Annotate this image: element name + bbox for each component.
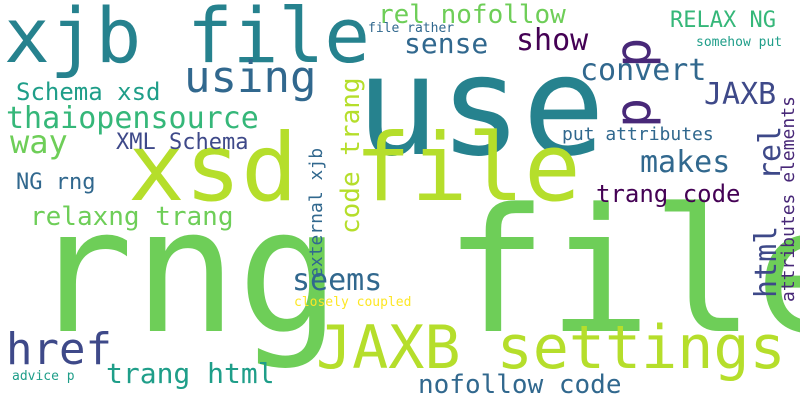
word-using: using xyxy=(184,52,317,103)
word-href: href xyxy=(6,324,112,375)
word-code-trang: code trang xyxy=(336,77,366,234)
word-somehow-put: somehow put xyxy=(696,35,783,50)
word-seems: seems xyxy=(292,263,383,298)
word-file-rather: file rather xyxy=(368,21,455,36)
word-schema-xsd: Schema xsd xyxy=(16,78,161,106)
word-trang-html: trang html xyxy=(106,357,275,390)
word-xml-schema: XML Schema xyxy=(116,130,249,155)
word-put-attributes: put attributes xyxy=(562,124,714,145)
word-external-xjb: external xjb xyxy=(306,147,327,278)
word-xsd-file: xsd file xyxy=(128,114,581,223)
word-convert: convert xyxy=(580,53,707,88)
word-sense: sense xyxy=(404,27,489,60)
word-ng-rng: NG rng xyxy=(16,170,96,195)
word-jaxb-settings: JAXB settings xyxy=(316,313,786,383)
word-relaxng-trang: relaxng trang xyxy=(30,202,234,232)
word-thaiopensource: thaiopensource xyxy=(6,101,259,136)
word-advice-p: advice p xyxy=(12,369,75,384)
word-xjb-file: xjb file xyxy=(4,0,371,80)
word-relax-ng: RELAX NG xyxy=(670,8,776,33)
word-show: show xyxy=(516,23,589,58)
word-rng-file: rng file xyxy=(30,171,800,372)
word-attributes-elements: attributes elements xyxy=(778,96,799,302)
word-way: way xyxy=(10,123,68,161)
word-rel-nofollow: rel nofollow xyxy=(378,0,566,30)
word-makes: makes xyxy=(640,145,731,180)
word-closely-coupled: closely coupled xyxy=(294,295,412,310)
word-jaxb: JAXB xyxy=(704,77,777,112)
word-use: use xyxy=(356,26,606,187)
word-nofollow-code: nofollow code xyxy=(418,370,622,400)
word-trang-code: trang code xyxy=(596,180,741,208)
